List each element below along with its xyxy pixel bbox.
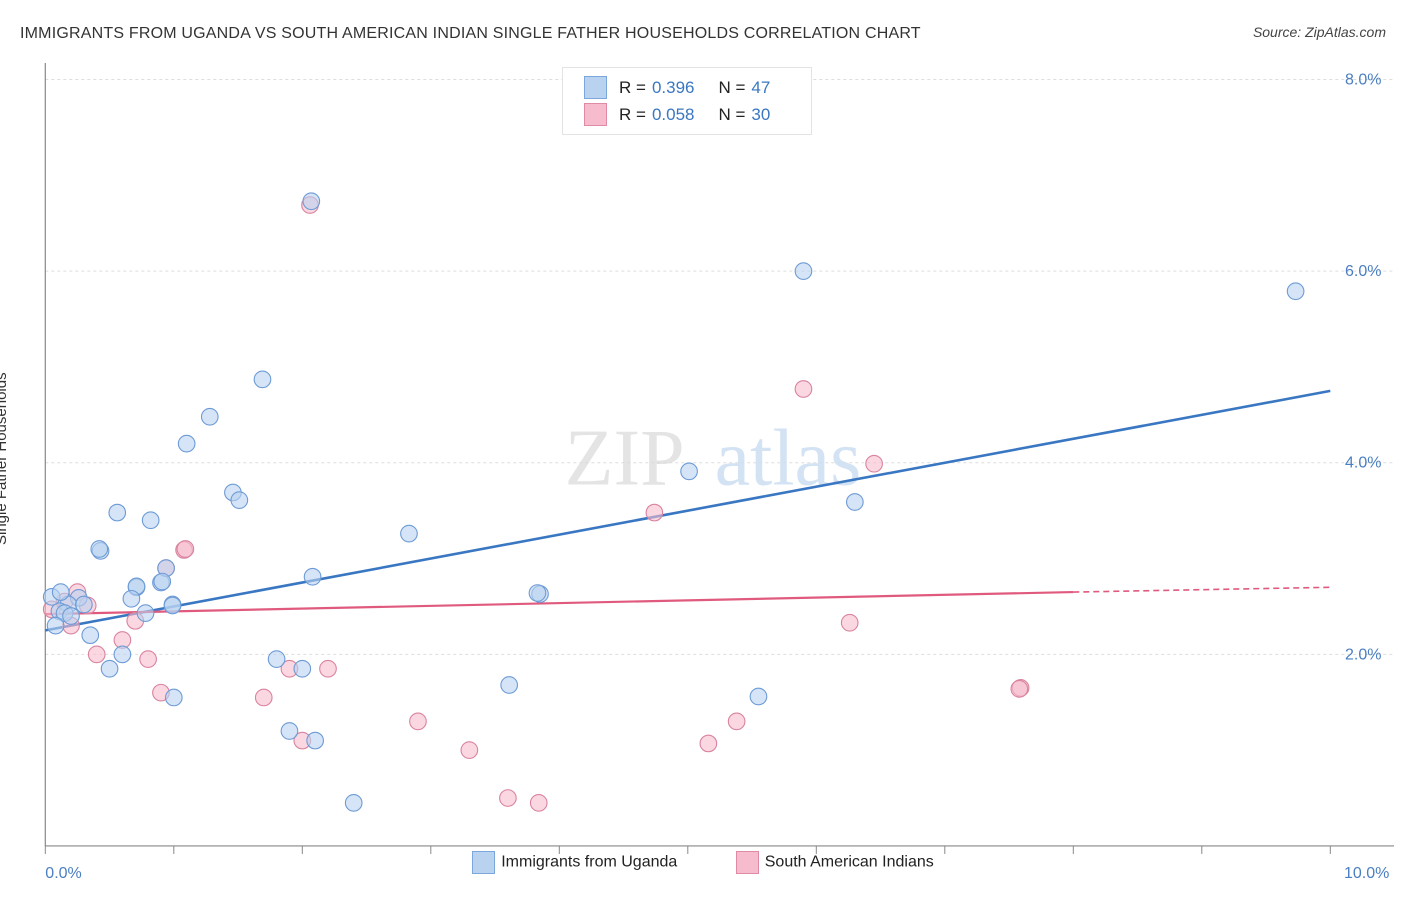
svg-text:4.0%: 4.0% [1345, 455, 1381, 472]
svg-text:ZIP: ZIP [565, 415, 685, 503]
svg-text:2.0%: 2.0% [1345, 646, 1381, 663]
svg-text:6.0%: 6.0% [1345, 263, 1381, 280]
svg-text:8.0%: 8.0% [1345, 72, 1381, 89]
svg-text:atlas: atlas [715, 415, 862, 503]
